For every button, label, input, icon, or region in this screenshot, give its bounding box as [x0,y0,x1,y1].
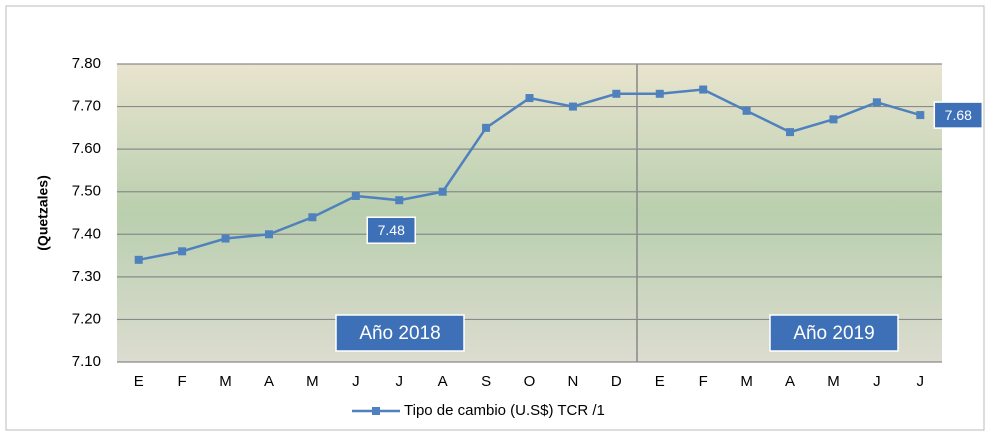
data-point [872,98,881,107]
data-point [916,111,925,120]
data-label-box [933,101,984,129]
y-tick-label: 7.80 [72,55,101,72]
x-tick-label: M [306,373,319,390]
data-label-box [366,216,416,244]
data-label: 7.68 [945,107,972,123]
data-label: 7.48 [378,222,405,238]
x-tick-label: F [178,373,187,390]
legend-label: Tipo de cambio (U.S$) TCR /1 [404,402,605,419]
x-tick-label: J [395,373,403,390]
data-point [438,187,447,196]
data-point [829,115,838,124]
x-tick-label: A [264,373,274,390]
x-tick-label: M [740,373,753,390]
data-point [134,255,143,264]
annotation-box [769,314,899,352]
x-tick-label: J [917,373,925,390]
data-point [525,94,534,103]
data-point [568,102,577,111]
data-point [612,89,621,98]
x-tick-label: J [873,373,881,390]
data-point [786,128,795,137]
annotation: Año 2018 [359,323,440,344]
legend-marker [372,407,380,415]
legend: Tipo de cambio (U.S$) TCR /1 [352,402,605,419]
y-tick-label: 7.50 [72,183,101,200]
data-point [178,247,187,256]
y-tick-label: 7.60 [72,140,101,157]
x-tick-label: E [655,373,665,390]
data-point [395,196,404,205]
data-point [482,123,491,132]
y-axis-label: (Quetzales) [35,175,51,250]
x-tick-label: J [352,373,360,390]
x-tick-label: O [524,373,536,390]
plot-background [117,64,942,362]
annotation: Año 2019 [793,323,874,344]
data-point [308,213,317,222]
x-tick-label: M [219,373,232,390]
x-tick-label: E [134,373,144,390]
x-tick-label: A [785,373,795,390]
annotation-box [335,314,465,352]
y-tick-label: 7.40 [72,225,101,242]
data-point [655,89,664,98]
y-tick-label: 7.10 [72,353,101,370]
data-point [351,191,360,200]
x-tick-label: M [827,373,840,390]
x-tick-label: F [699,373,708,390]
data-point [264,230,273,239]
data-point [699,85,708,94]
y-tick-label: 7.30 [72,268,101,285]
y-tick-label: 7.20 [72,310,101,327]
data-point [221,234,230,243]
x-tick-label: A [438,373,448,390]
data-point [742,106,751,115]
x-tick-label: S [481,373,491,390]
y-tick-label: 7.70 [72,98,101,115]
x-tick-label: N [567,373,578,390]
x-tick-label: D [611,373,622,390]
